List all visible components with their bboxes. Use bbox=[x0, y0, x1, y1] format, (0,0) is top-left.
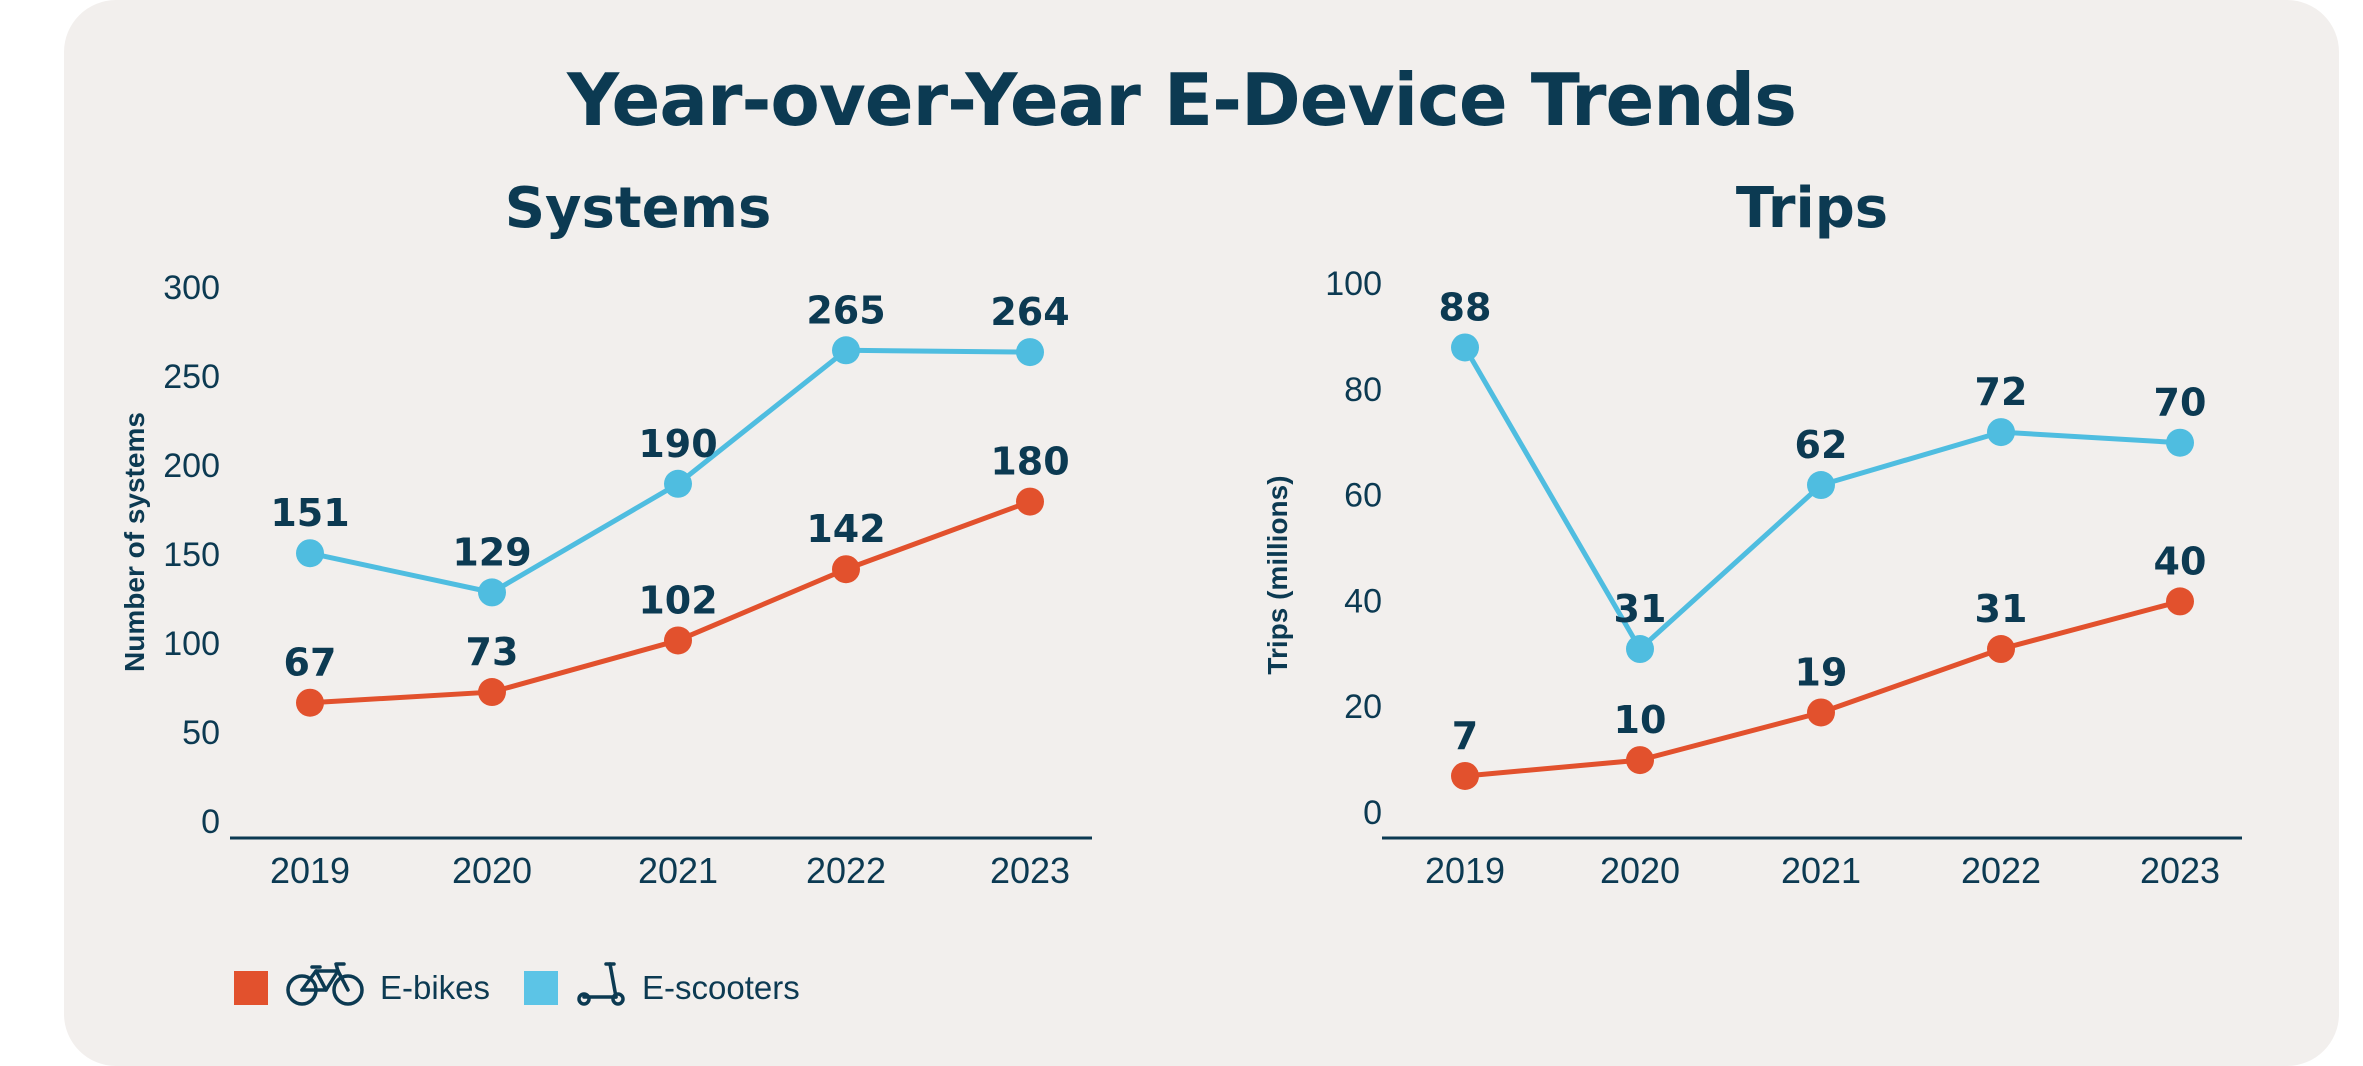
trips-y-axis-label: Trips (millions) bbox=[1262, 475, 1293, 674]
trips-e-bikes-point bbox=[1626, 746, 1654, 775]
systems-x-tick-label: 2021 bbox=[638, 850, 718, 891]
systems-y-axis-label: Number of systems bbox=[119, 412, 150, 672]
trips-e-bikes-data-label: 31 bbox=[1975, 587, 2028, 631]
scooter-icon bbox=[576, 961, 626, 1015]
systems-y-tick-label: 0 bbox=[201, 803, 220, 841]
trips-x-tick-label: 2020 bbox=[1600, 850, 1680, 891]
systems-e-bikes-data-label: 67 bbox=[284, 641, 337, 685]
trips-e-scooters-data-label: 62 bbox=[1795, 423, 1848, 467]
systems-e-scooters-point bbox=[832, 336, 860, 365]
trips-e-bikes-data-label: 19 bbox=[1795, 650, 1848, 694]
systems-x-tick-label: 2022 bbox=[806, 850, 886, 891]
legend-swatch-ebikes bbox=[234, 971, 268, 1005]
systems-e-scooters-data-label: 265 bbox=[806, 288, 885, 332]
systems-e-scooters-data-label: 129 bbox=[452, 530, 531, 574]
systems-y-tick-label: 200 bbox=[163, 447, 220, 485]
trips-y-tick-label: 40 bbox=[1344, 582, 1382, 620]
trips-e-scooters-point bbox=[1807, 471, 1835, 500]
trips-y-tick-label: 100 bbox=[1325, 265, 1382, 303]
trips-x-tick-label: 2019 bbox=[1425, 850, 1505, 891]
trips-e-scooters-data-label: 88 bbox=[1439, 285, 1492, 329]
systems-e-bikes-point bbox=[1016, 487, 1044, 516]
trips-e-bikes-point bbox=[1451, 761, 1479, 790]
systems-y-tick-label: 250 bbox=[163, 358, 220, 396]
systems-e-scooters-point bbox=[296, 539, 324, 568]
systems-e-bikes-data-label: 102 bbox=[638, 578, 717, 622]
trips-e-bikes-point bbox=[1987, 635, 2015, 664]
trips-e-scooters-point bbox=[1987, 418, 2015, 447]
systems-e-bikes-data-label: 73 bbox=[466, 630, 519, 674]
trips-e-scooters-point bbox=[1626, 635, 1654, 664]
systems-y-tick-label: 100 bbox=[163, 625, 220, 663]
systems-e-scooters-data-label: 151 bbox=[270, 491, 349, 535]
main-title: Year-over-Year E-Device Trends bbox=[567, 58, 1797, 142]
trips-y-tick-label: 0 bbox=[1363, 794, 1382, 832]
systems-title: Systems bbox=[505, 176, 772, 241]
legend-label-escooters: E-scooters bbox=[642, 969, 800, 1006]
trips-e-scooters-data-label: 70 bbox=[2154, 381, 2207, 425]
systems-x-tick-label: 2020 bbox=[452, 850, 532, 891]
systems-x-tick-label: 2019 bbox=[270, 850, 350, 891]
trips-x-tick-label: 2023 bbox=[2140, 850, 2220, 891]
systems-x-tick-label: 2023 bbox=[990, 850, 1070, 891]
legend-label-ebikes: E-bikes bbox=[380, 969, 491, 1006]
trips-x-tick-label: 2022 bbox=[1961, 850, 2041, 891]
trips-e-bikes-point bbox=[2166, 587, 2194, 616]
trips-e-bikes-data-label: 10 bbox=[1614, 698, 1667, 742]
trips-y-tick-label: 60 bbox=[1344, 477, 1382, 515]
systems-e-scooters-point bbox=[1016, 338, 1044, 367]
systems-e-bikes-data-label: 180 bbox=[990, 440, 1069, 484]
trips-y-tick-label: 20 bbox=[1344, 688, 1382, 726]
systems-e-bikes-point bbox=[296, 688, 324, 717]
trips-e-bikes-data-label: 7 bbox=[1452, 714, 1478, 758]
trips-e-scooters-data-label: 31 bbox=[1614, 587, 1667, 631]
systems-y-tick-label: 150 bbox=[163, 536, 220, 574]
trips-title: Trips bbox=[1736, 176, 1888, 241]
trips-x-tick-label: 2021 bbox=[1781, 850, 1861, 891]
systems-y-tick-label: 50 bbox=[182, 714, 220, 752]
chart-card bbox=[64, 0, 2339, 1066]
systems-y-tick-label: 300 bbox=[163, 269, 220, 307]
systems-e-bikes-point bbox=[664, 626, 692, 655]
trips-e-scooters-point bbox=[2166, 428, 2194, 457]
systems-e-bikes-point bbox=[832, 555, 860, 584]
bicycle-icon bbox=[286, 961, 364, 1015]
systems-e-scooters-point bbox=[664, 469, 692, 498]
trips-y-tick-label: 80 bbox=[1344, 371, 1382, 409]
legend: E-bikes E-scooters bbox=[234, 958, 834, 1018]
legend-swatch-escooters bbox=[524, 971, 559, 1005]
systems-e-scooters-data-label: 190 bbox=[638, 422, 717, 466]
systems-e-scooters-point bbox=[478, 578, 506, 607]
systems-e-scooters-data-label: 264 bbox=[990, 290, 1069, 334]
systems-e-bikes-point bbox=[478, 678, 506, 707]
trips-e-bikes-point bbox=[1807, 698, 1835, 727]
systems-e-bikes-data-label: 142 bbox=[806, 507, 885, 551]
trips-e-scooters-point bbox=[1451, 333, 1479, 362]
systems-e-scooters-line bbox=[309, 347, 1031, 595]
trips-e-bikes-data-label: 40 bbox=[2154, 539, 2207, 583]
trips-e-scooters-data-label: 72 bbox=[1975, 370, 2028, 414]
